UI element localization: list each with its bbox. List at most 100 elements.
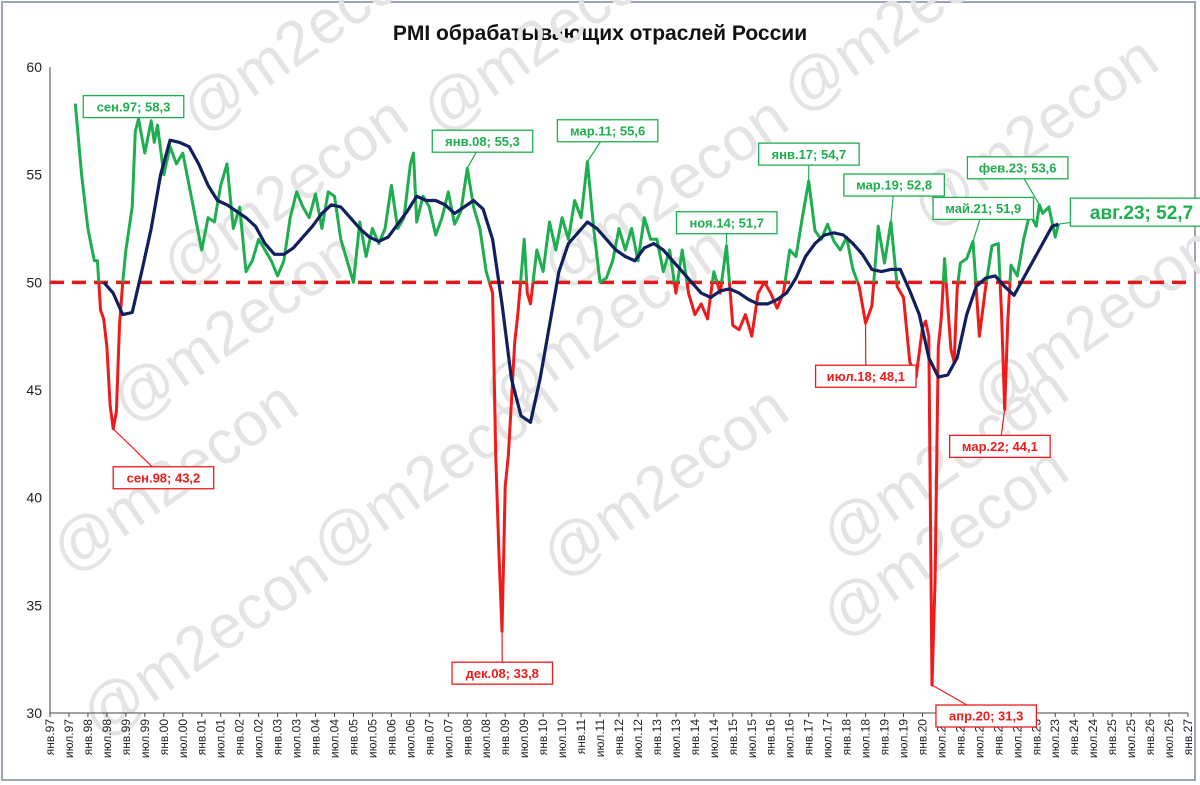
- x-tick-label: июл.08: [479, 719, 493, 758]
- x-tick-label: янв.27: [1181, 719, 1195, 756]
- pmi-line-below-50: [525, 282, 535, 306]
- callout-label: дек.08; 33,8: [466, 666, 539, 681]
- x-tick-label: июл.05: [365, 719, 379, 758]
- callout-label: сен.97; 58,3: [97, 99, 171, 114]
- pmi-line-above-50: [984, 242, 1002, 283]
- watermark-text: @m2econ: [768, 0, 1040, 126]
- callout-label: фев.23; 53,6: [979, 160, 1057, 175]
- callout-label: янв.17; 54,7: [772, 147, 847, 162]
- x-tick-label: июл.17: [821, 719, 835, 758]
- x-tick-label: июл.23: [1048, 719, 1062, 758]
- pmi-line-above-50: [676, 248, 689, 283]
- x-tick-label: янв.97: [43, 719, 57, 756]
- y-tick-label: 55: [26, 167, 42, 183]
- pmi-line-above-50: [872, 220, 899, 283]
- x-tick-label: июл.19: [897, 719, 911, 758]
- x-tick-label: янв.06: [384, 719, 398, 756]
- pmi-line-below-50: [856, 281, 876, 325]
- x-tick-label: июл.12: [631, 719, 645, 758]
- callout-box: [82, 94, 185, 119]
- x-tick-label: июл.06: [403, 719, 417, 758]
- pmi-line-below-50: [672, 282, 679, 295]
- pmi-line-above-50: [531, 160, 676, 284]
- pmi-line-below-50: [727, 280, 787, 338]
- x-tick-label: янв.15: [726, 719, 740, 756]
- x-tick-label: янв.01: [195, 719, 209, 756]
- data-callout: май.21; 51,9: [932, 196, 1035, 242]
- callout-box: [1069, 197, 1200, 227]
- callout-label: мар.22; 44,1: [962, 439, 1038, 454]
- callout-label: май.21; 51,9: [945, 201, 1021, 216]
- pmi-smoothed-line: [102, 138, 1059, 424]
- callout-box: [814, 364, 917, 388]
- watermark-layer: @m2econ@m2econ @m2econ@m2econ @m2econ @m2ec…: [38, 0, 1200, 751]
- callout-box: [932, 196, 1035, 221]
- y-tick-label: 30: [26, 705, 42, 721]
- callout-label: июл.18; 48,1: [827, 369, 905, 384]
- x-tick-label: янв.13: [650, 719, 664, 756]
- data-callout: сен.98; 43,2: [112, 428, 215, 490]
- pmi-line-above-50: [956, 239, 978, 283]
- callout-label: мар.11; 55,6: [570, 123, 645, 138]
- x-tick-label: янв.10: [536, 719, 550, 756]
- x-tick-label: янв.04: [309, 719, 323, 756]
- y-tick-label: 40: [26, 490, 42, 506]
- x-tick-label: июл.09: [517, 719, 531, 758]
- x-tick-label: янв.21: [953, 719, 967, 756]
- pmi-line-below-50: [715, 281, 724, 295]
- x-tick-label: июл.10: [555, 719, 569, 758]
- pmi-line-below-50: [487, 281, 523, 633]
- x-tick-label: янв.20: [915, 719, 929, 756]
- x-tick-label: июл.98: [100, 719, 114, 758]
- callout-box: [758, 142, 860, 166]
- callout-label: ноя.14; 51,7: [689, 215, 764, 230]
- callout-label: апр.20; 31,3: [949, 709, 1023, 724]
- x-tick-label: июл.97: [62, 719, 76, 758]
- series-layer: [73, 103, 1060, 687]
- callout-box: [451, 661, 554, 685]
- x-tick-label: янв.23: [1029, 719, 1043, 756]
- x-tick-label: янв.22: [991, 719, 1005, 756]
- chart-title: PMI обрабатывающих отраслей России: [393, 22, 807, 45]
- x-tick-label: июл.25: [1124, 719, 1138, 758]
- x-tick-label: янв.19: [878, 719, 892, 756]
- x-tick-label: июл.99: [138, 719, 152, 758]
- callout-label: мар.19; 52,8: [856, 178, 932, 193]
- pmi-line-below-50: [685, 282, 714, 321]
- x-tick-label: янв.00: [157, 719, 171, 756]
- data-callout: мар.11; 55,6: [556, 119, 659, 163]
- callout-box: [675, 211, 778, 235]
- x-tick-label: июл.03: [290, 719, 304, 758]
- x-tick-label: июл.02: [252, 719, 266, 758]
- x-tick-label: янв.18: [840, 719, 854, 756]
- pmi-line-below-50: [895, 282, 945, 687]
- data-callout: янв.08; 55,3: [431, 129, 534, 169]
- x-tick-label: янв.98: [81, 719, 95, 756]
- x-tick-label: июл.15: [745, 719, 759, 758]
- y-tick-label: 60: [26, 59, 42, 75]
- data-callout: фев.23; 53,6: [966, 156, 1069, 206]
- callout-box: [966, 156, 1069, 180]
- x-tick-label: янв.24: [1067, 719, 1081, 756]
- pmi-line-above-50: [121, 117, 491, 284]
- x-tick-label: июл.07: [441, 719, 455, 758]
- watermark-text: @m2econ: [298, 362, 570, 581]
- data-callout: мар.19; 52,8: [843, 173, 945, 223]
- x-tick-label: янв.08: [460, 719, 474, 756]
- x-tick-label: июл.11: [593, 719, 607, 758]
- x-tick-label: янв.25: [1105, 719, 1119, 756]
- x-tick-label: янв.09: [498, 719, 512, 756]
- callout-label: янв.08; 55,3: [445, 134, 520, 149]
- pmi-line-below-50: [97, 282, 125, 431]
- data-callout: сен.97; 58,3: [82, 94, 185, 119]
- data-callout: апр.20; 31,3: [931, 684, 1038, 728]
- callout-box: [431, 129, 534, 153]
- x-tick-label: янв.14: [688, 719, 702, 756]
- x-tick-label: июл.04: [328, 719, 342, 758]
- x-tick-label: янв.12: [612, 719, 626, 756]
- data-callout: янв.17; 54,7: [758, 142, 860, 182]
- x-tick-label: янв.03: [271, 719, 285, 756]
- x-tick-label: июл.16: [783, 719, 797, 758]
- pmi-line-above-50: [519, 237, 529, 283]
